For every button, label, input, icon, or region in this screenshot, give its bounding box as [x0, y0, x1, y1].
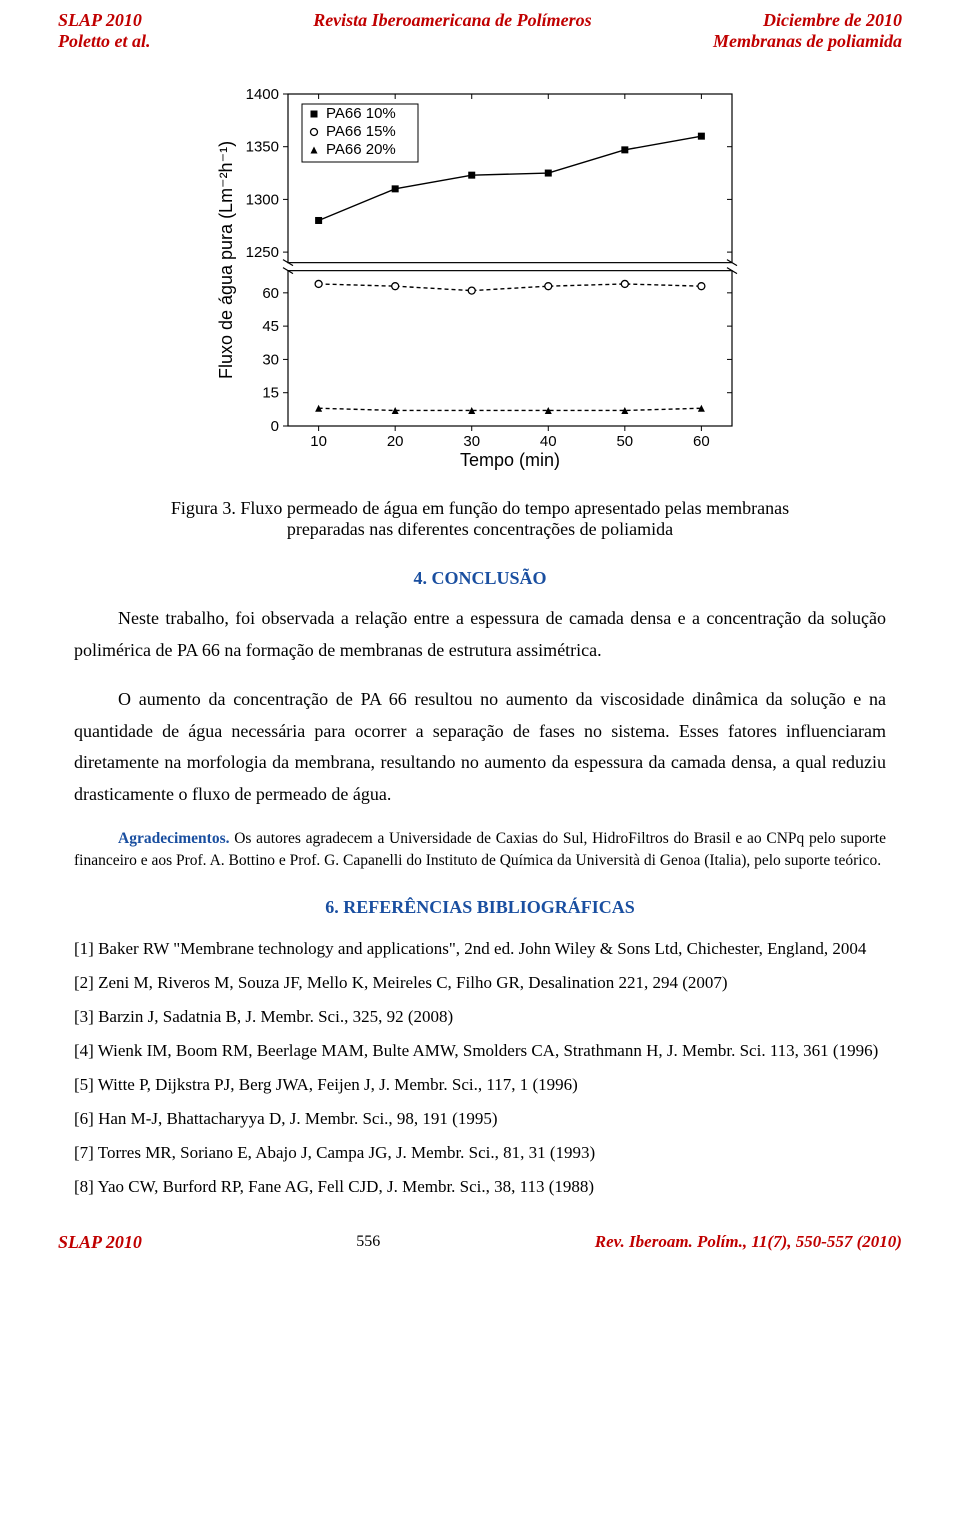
svg-text:30: 30 — [463, 433, 480, 450]
reference-item: [4] Wienk IM, Boom RM, Beerlage MAM, Bul… — [74, 1034, 886, 1068]
header-left-top: SLAP 2010 — [58, 10, 142, 31]
svg-text:PA66 20%: PA66 20% — [326, 141, 396, 158]
page-header-sub: Poletto et al. Membranas de poliamida — [0, 31, 960, 72]
svg-text:60: 60 — [693, 433, 710, 450]
paragraph-2-text: O aumento da concentração de PA 66 resul… — [74, 689, 886, 804]
footer-right: Rev. Iberoam. Polím., 11(7), 550-557 (20… — [595, 1232, 902, 1252]
chart-container: 10 20 30 40 50 60 0 15 30 45 60 1250 1300 1350 1400 Tem… — [0, 80, 960, 480]
svg-text:0: 0 — [271, 418, 279, 435]
svg-text:Fluxo de água pura (Lm⁻²h⁻¹): Fluxo de água pura (Lm⁻²h⁻¹) — [216, 141, 236, 379]
svg-text:40: 40 — [540, 433, 557, 450]
footer-left: SLAP 2010 — [58, 1232, 142, 1253]
svg-text:1400: 1400 — [246, 86, 279, 103]
paragraph-1-text: Neste trabalho, foi observada a relação … — [74, 608, 886, 660]
footer-page-number: 556 — [356, 1233, 380, 1251]
header-right-sub: Membranas de poliamida — [713, 31, 902, 52]
svg-text:60: 60 — [262, 285, 279, 302]
reference-item: [3] Barzin J, Sadatnia B, J. Membr. Sci.… — [74, 1000, 886, 1034]
flux-chart: 10 20 30 40 50 60 0 15 30 45 60 1250 1300 1350 1400 Tem… — [210, 80, 750, 480]
figure-caption: Figura 3. Fluxo permeado de água em funç… — [0, 498, 960, 540]
svg-text:15: 15 — [262, 385, 279, 402]
header-left-sub: Poletto et al. — [58, 31, 150, 52]
svg-text:1300: 1300 — [246, 191, 279, 208]
svg-text:PA66 15%: PA66 15% — [326, 123, 396, 140]
svg-text:45: 45 — [262, 318, 279, 335]
svg-text:10: 10 — [310, 433, 327, 450]
reference-item: [1] Baker RW "Membrane technology and ap… — [74, 932, 886, 966]
section-heading-conclusao: 4. CONCLUSÃO — [0, 568, 960, 589]
page-footer: SLAP 2010 556 Rev. Iberoam. Polím., 11(7… — [0, 1232, 960, 1253]
section-heading-refs: 6. REFERÊNCIAS BIBLIOGRÁFICAS — [0, 897, 960, 918]
reference-item: [5] Witte P, Dijkstra PJ, Berg JWA, Feij… — [74, 1068, 886, 1102]
svg-text:1350: 1350 — [246, 139, 279, 156]
references-list: [1] Baker RW "Membrane technology and ap… — [0, 932, 960, 1204]
svg-text:50: 50 — [616, 433, 633, 450]
svg-text:PA66 10%: PA66 10% — [326, 105, 396, 122]
reference-item: [7] Torres MR, Soriano E, Abajo J, Campa… — [74, 1136, 886, 1170]
svg-text:20: 20 — [387, 433, 404, 450]
svg-text:Tempo (min): Tempo (min) — [460, 450, 560, 470]
paragraph-1: Neste trabalho, foi observada a relação … — [0, 603, 960, 666]
ack-label: Agradecimentos. — [118, 830, 230, 847]
reference-item: [2] Zeni M, Riveros M, Souza JF, Mello K… — [74, 966, 886, 1000]
acknowledgements: Agradecimentos. Os autores agradecem a U… — [0, 828, 960, 873]
header-center-top: Revista Iberoamericana de Polímeros — [313, 10, 591, 31]
header-right-top: Diciembre de 2010 — [763, 10, 902, 31]
svg-text:1250: 1250 — [246, 244, 279, 261]
paragraph-2: O aumento da concentração de PA 66 resul… — [0, 684, 960, 810]
svg-text:30: 30 — [262, 351, 279, 368]
page-header-top: SLAP 2010 Revista Iberoamericana de Polí… — [0, 0, 960, 31]
reference-item: [8] Yao CW, Burford RP, Fane AG, Fell CJ… — [74, 1170, 886, 1204]
reference-item: [6] Han M-J, Bhattacharyya D, J. Membr. … — [74, 1102, 886, 1136]
